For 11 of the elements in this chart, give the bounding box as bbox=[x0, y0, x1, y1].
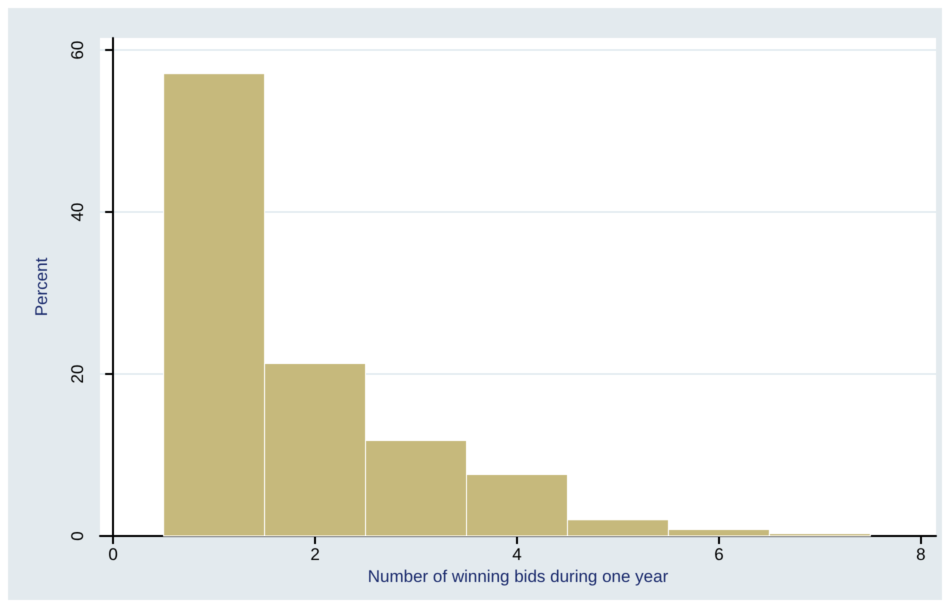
x-tick-label: 0 bbox=[108, 545, 118, 564]
y-tick-label: 60 bbox=[68, 40, 87, 60]
x-tick-label: 2 bbox=[310, 545, 320, 564]
x-tick-label: 8 bbox=[916, 545, 926, 564]
y-tick-label: 40 bbox=[68, 202, 87, 222]
x-tick-label: 4 bbox=[512, 545, 522, 564]
y-tick-label: 20 bbox=[68, 364, 87, 384]
y-tick-label: 0 bbox=[68, 531, 87, 541]
x-axis-title: Number of winning bids during one year bbox=[368, 566, 669, 586]
x-tick-label: 6 bbox=[714, 545, 724, 564]
y-axis-title: Percent bbox=[32, 257, 51, 316]
